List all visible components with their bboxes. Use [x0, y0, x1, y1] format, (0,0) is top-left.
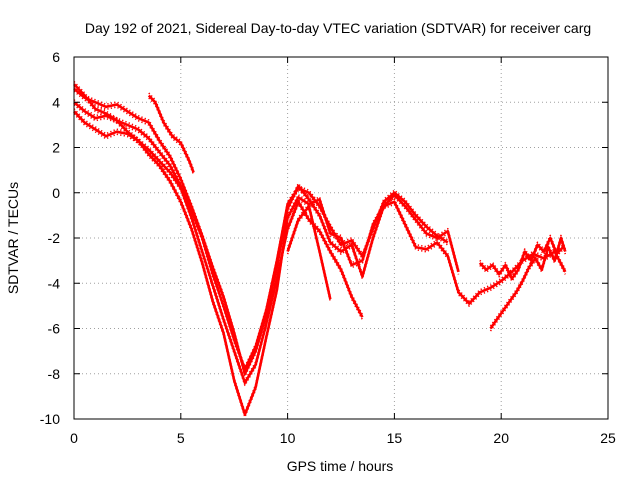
data-series — [73, 81, 567, 418]
x-tick-label: 15 — [387, 430, 403, 446]
satellite-track-1-halo-upper — [73, 81, 449, 368]
x-tick-label: 20 — [493, 430, 509, 446]
y-tick-label: 4 — [52, 94, 60, 110]
x-tick-label: 0 — [70, 430, 78, 446]
satellite-track-8-halo-upper — [489, 234, 567, 327]
satellite-track-8-halo-lower — [489, 239, 567, 332]
y-tick-label: 0 — [52, 185, 60, 201]
axis-ticks: 0 5 10 15 20 25 -10 -8 -6 -4 -2 0 2 4 6 — [40, 49, 616, 446]
y-tick-label: -2 — [48, 230, 61, 246]
y-tick-label: -10 — [40, 411, 60, 427]
satellite-track-4-core — [73, 87, 460, 376]
satellite-track-3-core — [73, 110, 567, 416]
satellite-track-2-core — [73, 101, 364, 385]
satellite-track-2-halo-lower — [73, 104, 364, 387]
y-tick-label: 6 — [52, 49, 60, 65]
satellite-track-6-core — [147, 94, 195, 173]
satellite-track-2-halo-upper — [73, 99, 364, 382]
y-axis-label: SDTVAR / TECUs — [5, 182, 21, 294]
x-axis-label: GPS time / hours — [287, 458, 394, 474]
x-tick-label: 25 — [600, 430, 616, 446]
satellite-track-7-core — [478, 236, 565, 281]
y-tick-label: -6 — [48, 321, 61, 337]
y-tick-label: 2 — [52, 140, 60, 156]
chart-title: Day 192 of 2021, Sidereal Day-to-day VTE… — [85, 20, 591, 36]
x-tick-label: 10 — [280, 430, 296, 446]
x-tick-label: 5 — [177, 430, 185, 446]
y-tick-label: -8 — [48, 366, 61, 382]
y-tick-label: -4 — [48, 275, 61, 291]
